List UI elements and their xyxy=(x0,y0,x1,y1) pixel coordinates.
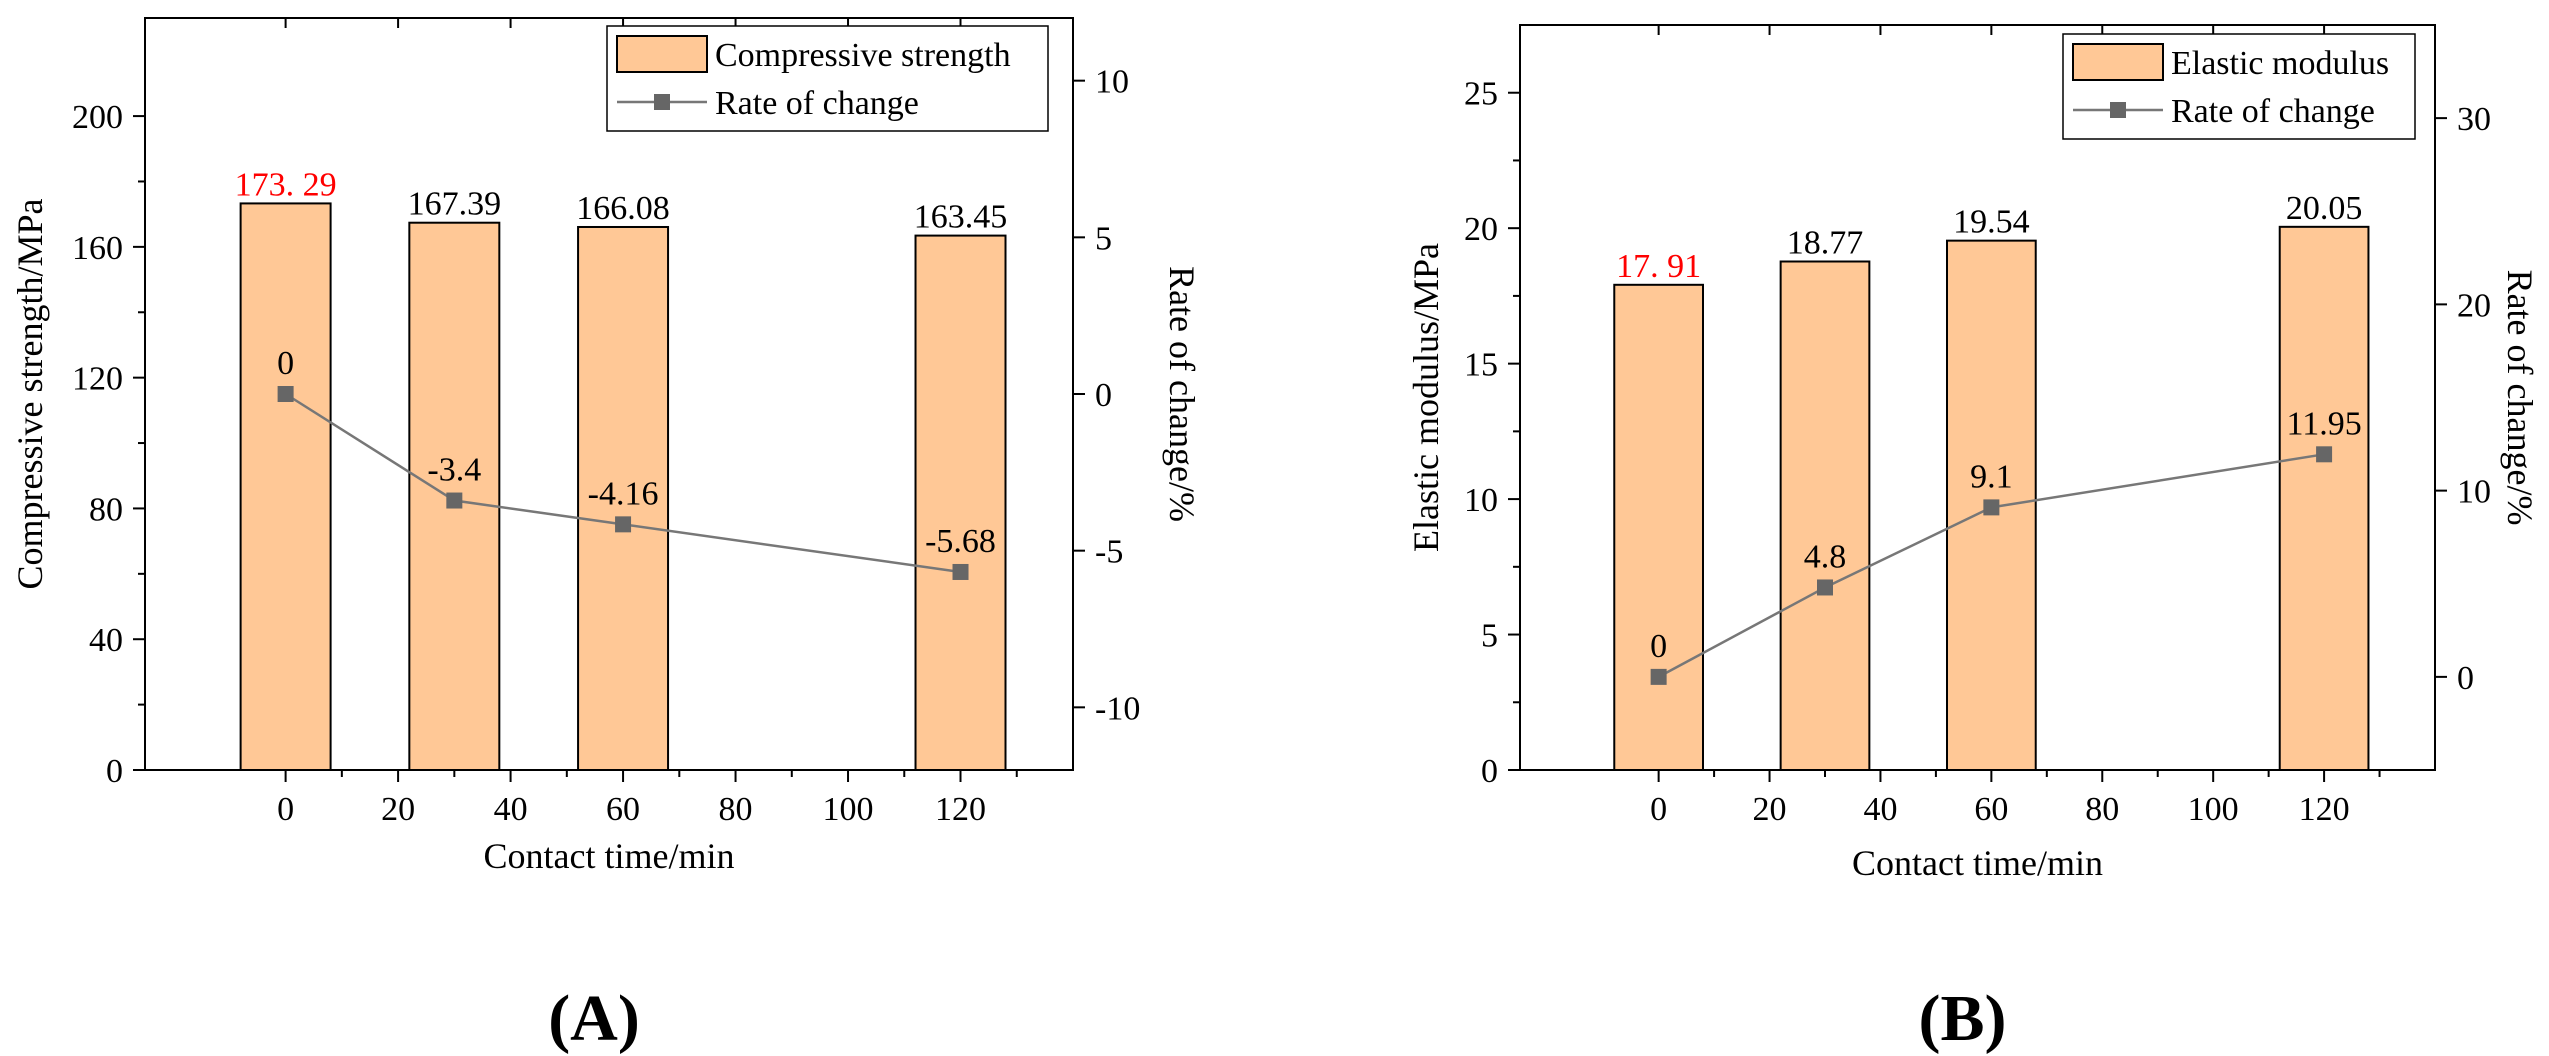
x-tick-label: 80 xyxy=(2085,791,2119,828)
bar xyxy=(239,202,332,771)
line-value-label: 0 xyxy=(277,345,294,382)
bar xyxy=(1613,283,1704,771)
legend-bar-swatch xyxy=(2072,43,2164,81)
rate-of-change-line xyxy=(1658,453,2325,678)
y-right-tick-label: 10 xyxy=(2457,474,2491,511)
line-value-label: -5.68 xyxy=(925,523,996,560)
y-left-tick-label: 40 xyxy=(89,622,123,659)
line-marker xyxy=(277,386,294,402)
y-left-axis-title: Elastic modulus/MPa xyxy=(1406,243,1446,552)
bar-value-label: 19.54 xyxy=(1953,204,2030,241)
bar-value-label: 18.77 xyxy=(1787,225,1864,262)
legend-bar-label: Compressive strength xyxy=(715,37,1011,74)
x-tick-label: 20 xyxy=(381,791,415,828)
y-right-axis-title: Rate of change/% xyxy=(1162,266,1202,522)
y-left-tick-label: 0 xyxy=(106,753,123,790)
y-left-tick-label: 0 xyxy=(1481,753,1498,790)
y-right-tick-label: -5 xyxy=(1095,534,1123,571)
panel-label: (A) xyxy=(548,982,640,1055)
y-left-tick-label: 15 xyxy=(1464,347,1498,384)
line-value-label: 0 xyxy=(1650,628,1667,665)
line-marker xyxy=(952,563,969,580)
y-right-tick-label: -10 xyxy=(1095,690,1140,727)
legend-bar-label: Elastic modulus xyxy=(2171,45,2389,82)
line-value-label: -3.4 xyxy=(427,452,481,489)
rate-of-change-line xyxy=(284,392,961,574)
y-right-tick-label: 30 xyxy=(2457,101,2491,138)
x-tick-label: 60 xyxy=(606,791,640,828)
bar-value-label: 20.05 xyxy=(2286,190,2363,227)
y-right-tick-label: 0 xyxy=(1095,377,1112,414)
legend-line-label: Rate of change xyxy=(2171,93,2375,130)
line-marker xyxy=(1817,579,1833,596)
y-left-tick-label: 25 xyxy=(1464,76,1498,113)
legend-marker-swatch xyxy=(654,94,670,110)
y-left-tick-label: 10 xyxy=(1464,482,1498,519)
x-tick-label: 0 xyxy=(1650,791,1667,828)
x-tick-label: 100 xyxy=(2188,791,2239,828)
y-left-tick-label: 160 xyxy=(72,230,123,267)
bar-value-label: 163.45 xyxy=(914,199,1008,236)
bar xyxy=(577,225,670,772)
bar-value-label: 167.39 xyxy=(408,186,502,223)
bar xyxy=(1779,260,1871,771)
legend-bar-swatch xyxy=(616,35,708,73)
y-left-tick-label: 5 xyxy=(1481,618,1498,655)
bar-value-label: 17. 91 xyxy=(1616,248,1701,285)
line-marker xyxy=(446,492,463,509)
x-tick-label: 0 xyxy=(277,791,294,828)
panel-a: 0 20 40 60 80 100 120 0 40 80 120 160 200 -10 -5 0 5 10 Co… xyxy=(10,17,1202,1055)
y-left-tick-label: 200 xyxy=(72,99,123,136)
x-tick-label: 100 xyxy=(823,791,874,828)
y-right-tick-label: 5 xyxy=(1095,220,1112,257)
panel-b: 0 20 40 60 80 100 120 0 5 10 15 20 25 0 10 20 30 Contact … xyxy=(1406,24,2540,1055)
bar xyxy=(914,234,1007,772)
x-tick-label: 80 xyxy=(719,791,753,828)
legend: Elastic modulus Rate of change xyxy=(2062,33,2416,140)
bar-value-label: 166.08 xyxy=(576,190,670,227)
line-value-label: 11.95 xyxy=(2286,405,2361,442)
line-marker xyxy=(615,516,632,533)
bar-value-label: 173. 29 xyxy=(235,166,337,203)
line-marker xyxy=(1650,668,1667,685)
line-value-label: -4.16 xyxy=(588,475,659,512)
x-tick-label: 40 xyxy=(1863,791,1897,828)
x-tick-label: 120 xyxy=(935,791,986,828)
legend-line-label: Rate of change xyxy=(715,85,919,122)
x-axis-title: Contact time/min xyxy=(484,836,735,876)
y-left-axis-title: Compressive strength/MPa xyxy=(10,198,50,589)
line-value-label: 4.8 xyxy=(1804,538,1847,575)
line-value-label: 9.1 xyxy=(1970,458,2013,495)
y-left-tick-label: 80 xyxy=(89,491,123,528)
legend-marker-swatch xyxy=(2110,102,2126,118)
line-marker xyxy=(2316,446,2333,463)
y-right-tick-label: 10 xyxy=(1095,64,1129,101)
x-axis-title: Contact time/min xyxy=(1852,843,2103,883)
bar xyxy=(2278,225,2370,771)
line-marker xyxy=(1983,499,2000,516)
y-right-tick-label: 20 xyxy=(2457,287,2491,324)
x-tick-label: 40 xyxy=(494,791,528,828)
y-right-axis-title: Rate of change/% xyxy=(2500,270,2540,526)
y-right-tick-label: 0 xyxy=(2457,660,2474,697)
x-tick-label: 60 xyxy=(1974,791,2008,828)
x-tick-label: 120 xyxy=(2299,791,2350,828)
y-left-tick-label: 20 xyxy=(1464,211,1498,248)
x-tick-label: 20 xyxy=(1753,791,1787,828)
y-left-tick-label: 120 xyxy=(72,361,123,398)
panel-label: (B) xyxy=(1919,982,2007,1055)
legend: Compressive strength Rate of change xyxy=(606,25,1049,132)
